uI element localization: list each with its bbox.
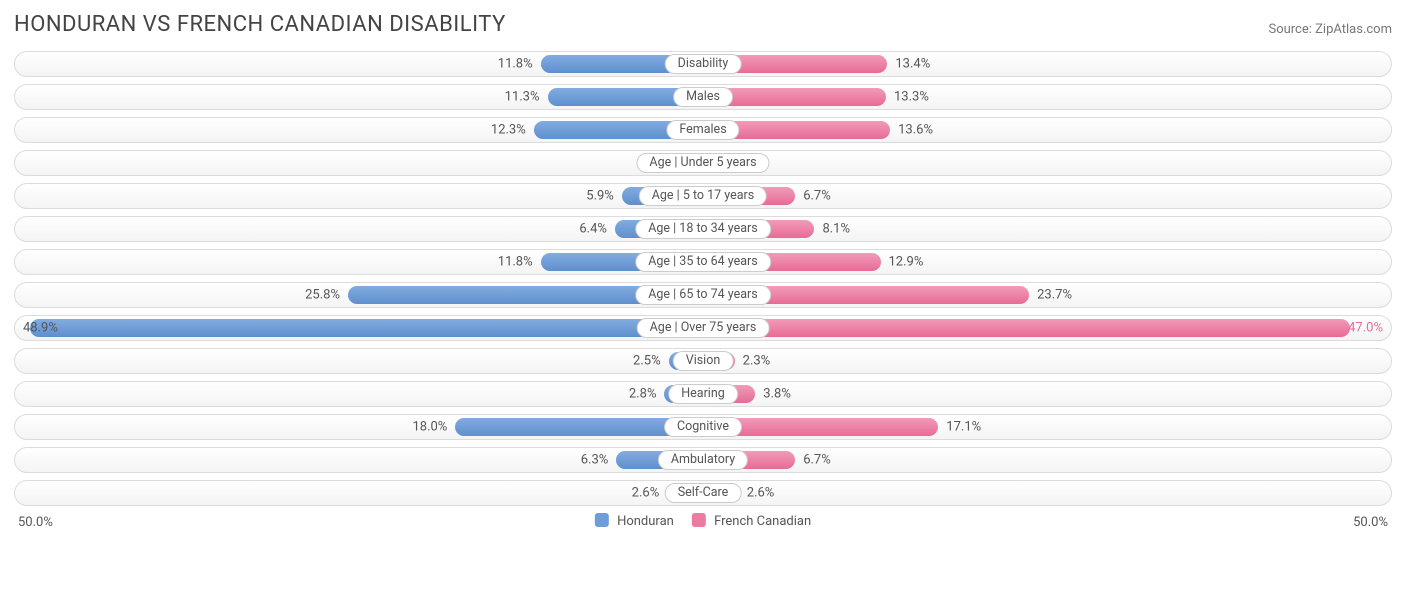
chart-row: 12.3% 13.6% Females: [14, 117, 1392, 143]
row-label: Age | Over 75 years: [637, 318, 770, 338]
chart-rows: 11.8% 13.4% Disability 11.3% 13.3% Males 12.3%…: [14, 51, 1392, 506]
legend: Honduran French Canadian: [595, 513, 811, 529]
legend-item-left: Honduran: [595, 513, 674, 529]
row-label: Age | 18 to 34 years: [635, 219, 771, 239]
value-left: 12.3%: [491, 123, 526, 138]
chart-row: 11.3% 13.3% Males: [14, 84, 1392, 110]
chart-row: 6.4% 8.1% Age | 18 to 34 years: [14, 216, 1392, 242]
legend-swatch-left: [595, 513, 609, 527]
value-left: 11.8%: [498, 57, 533, 72]
value-right: 8.1%: [822, 222, 850, 237]
chart-title: HONDURAN VS FRENCH CANADIAN DISABILITY: [14, 12, 506, 37]
row-label: Age | 65 to 74 years: [635, 285, 771, 305]
row-label: Males: [673, 87, 733, 107]
value-left: 5.9%: [586, 189, 614, 204]
value-right: 13.4%: [895, 57, 930, 72]
row-label: Ambulatory: [658, 450, 748, 470]
row-label: Females: [666, 120, 739, 140]
chart-row: 2.8% 3.8% Hearing: [14, 381, 1392, 407]
value-right: 13.3%: [894, 90, 929, 105]
value-right: 12.9%: [889, 255, 924, 270]
value-right: 2.3%: [743, 354, 771, 369]
chart-row: 25.8% 23.7% Age | 65 to 74 years: [14, 282, 1392, 308]
legend-swatch-right: [692, 513, 706, 527]
value-left: 18.0%: [412, 420, 447, 435]
row-label: Cognitive: [664, 417, 742, 437]
bar-right: [703, 319, 1350, 337]
value-right: 3.8%: [763, 387, 791, 402]
chart-row: 48.9% 47.0% Age | Over 75 years: [14, 315, 1392, 341]
row-label: Disability: [665, 54, 742, 74]
value-left: 48.9%: [23, 321, 58, 336]
value-left: 6.3%: [581, 453, 609, 468]
chart-row: 11.8% 12.9% Age | 35 to 64 years: [14, 249, 1392, 275]
chart-row: 18.0% 17.1% Cognitive: [14, 414, 1392, 440]
value-left: 2.8%: [629, 387, 657, 402]
row-label: Vision: [673, 351, 734, 371]
chart-row: 6.3% 6.7% Ambulatory: [14, 447, 1392, 473]
value-left: 11.8%: [498, 255, 533, 270]
row-label: Self-Care: [665, 483, 742, 503]
value-right: 2.6%: [747, 486, 775, 501]
legend-item-right: French Canadian: [692, 513, 811, 529]
row-label: Age | 5 to 17 years: [639, 186, 767, 206]
chart-row: 2.6% 2.6% Self-Care: [14, 480, 1392, 506]
chart-row: 1.2%1.9%Age | Under 5 years: [14, 150, 1392, 176]
value-left: 2.6%: [632, 486, 660, 501]
legend-label-right: French Canadian: [714, 514, 811, 529]
axis-max-right: 50.0%: [1353, 515, 1388, 530]
axis-max-left: 50.0%: [18, 515, 53, 530]
value-right: 47.0%: [1348, 321, 1383, 336]
value-right: 6.7%: [803, 189, 831, 204]
row-label: Hearing: [668, 384, 738, 404]
value-left: 11.3%: [505, 90, 540, 105]
value-right: 23.7%: [1037, 288, 1072, 303]
row-label: Age | 35 to 64 years: [635, 252, 771, 272]
source-label: Source: ZipAtlas.com: [1268, 22, 1392, 37]
chart-row: 2.5% 2.3% Vision: [14, 348, 1392, 374]
row-label: Age | Under 5 years: [636, 153, 769, 173]
value-right: 17.1%: [946, 420, 981, 435]
value-left: 6.4%: [579, 222, 607, 237]
value-left: 25.8%: [305, 288, 340, 303]
value-right: 13.6%: [898, 123, 933, 138]
legend-label-left: Honduran: [617, 514, 674, 529]
chart-row: 11.8% 13.4% Disability: [14, 51, 1392, 77]
chart-row: 5.9% 6.7% Age | 5 to 17 years: [14, 183, 1392, 209]
value-left: 2.5%: [633, 354, 661, 369]
value-right: 6.7%: [803, 453, 831, 468]
bar-left: [30, 319, 703, 337]
